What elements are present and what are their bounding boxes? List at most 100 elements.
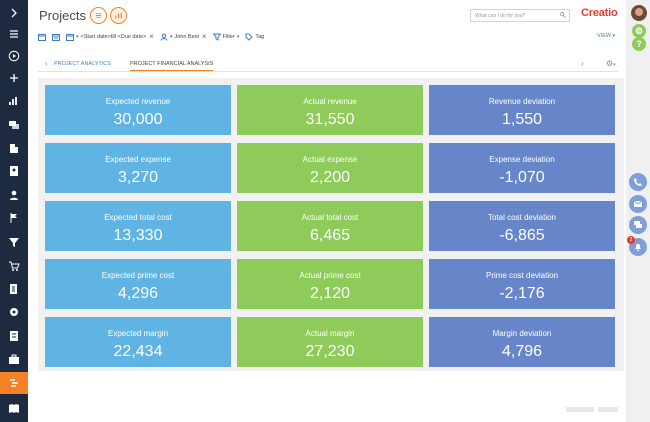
metric-tile[interactable]: Expected revenue 30,000 <box>45 85 231 135</box>
filter-bar: ▾ <Start date>till <Due date> × ▾ John B… <box>38 31 270 43</box>
flag-icon[interactable] <box>0 207 28 229</box>
feed-icon[interactable] <box>0 114 28 136</box>
footer-placeholder-a <box>566 407 594 412</box>
metric-value: 22,434 <box>113 343 163 360</box>
metric-tile[interactable]: Expected margin 22,434 <box>45 317 231 367</box>
view-chevron-icon: ▾ <box>612 33 616 39</box>
metric-label: Expense deviation <box>489 155 555 164</box>
play-icon[interactable] <box>0 45 28 67</box>
tab-project-financial-analysis[interactable]: PROJECT FINANCIAL ANALYSIS <box>130 61 214 71</box>
metric-label: Expected prime cost <box>101 271 175 280</box>
clear-owner-filter-icon[interactable]: × <box>201 32 207 41</box>
projects-icon[interactable] <box>0 372 28 394</box>
contacts-book-icon[interactable] <box>0 160 28 182</box>
knowledge-base-icon[interactable] <box>0 397 28 419</box>
metric-value: -2,176 <box>499 285 545 302</box>
expand-menu-icon[interactable] <box>0 2 28 24</box>
metric-tile[interactable]: Actual revenue 31,550 <box>237 85 423 135</box>
accounts-icon[interactable] <box>0 137 28 159</box>
tag-button[interactable]: Tag <box>245 33 264 41</box>
metric-tile[interactable]: Expected expense 3,270 <box>45 143 231 193</box>
metric-value: 3,270 <box>117 169 159 186</box>
command-line-input[interactable]: What can I do for you? <box>470 9 570 22</box>
email-button[interactable] <box>629 195 647 213</box>
left-sidebar <box>0 0 28 422</box>
metric-value: 4,296 <box>117 285 159 302</box>
contacts-icon[interactable] <box>0 184 28 206</box>
filter-label: Filter <box>222 34 235 40</box>
list-icon <box>95 13 102 18</box>
tabs-scroll-right-icon[interactable]: › <box>581 59 584 68</box>
metric-value: 31,550 <box>305 111 355 128</box>
phone-icon <box>634 178 642 186</box>
metric-label: Actual total cost <box>301 213 359 222</box>
tag-label: Tag <box>255 34 265 40</box>
list-view-button[interactable] <box>90 7 107 24</box>
metric-label: Prime cost deviation <box>485 271 559 280</box>
email-icon <box>633 200 643 207</box>
footer-placeholder-b <box>598 407 618 412</box>
metric-label: Margin deviation <box>492 329 552 338</box>
cart-icon[interactable] <box>0 255 28 277</box>
metric-label: Expected margin <box>107 329 169 338</box>
dashboard-settings-icon[interactable]: ⚙▾ <box>606 59 616 68</box>
date-period-filter[interactable]: ▾ <Start date>till <Due date> × <box>66 33 154 41</box>
metric-tile[interactable]: Prime cost deviation -2,176 <box>429 259 615 309</box>
analytics-view-button[interactable] <box>110 7 127 24</box>
owner-filter[interactable]: ▾ John Best × <box>160 33 207 41</box>
analytics-icon[interactable] <box>0 90 28 112</box>
metric-value: 2,200 <box>309 169 351 186</box>
chat-icon <box>634 221 642 228</box>
metric-label: Expected total cost <box>104 213 172 222</box>
metric-label: Actual revenue <box>303 97 357 106</box>
metric-tile[interactable]: Expected prime cost 4,296 <box>45 259 231 309</box>
calendar-week-button[interactable] <box>52 33 60 41</box>
calendar-icon <box>38 34 46 41</box>
metric-label: Total cost deviation <box>487 213 557 222</box>
search-icon <box>560 12 566 18</box>
phone-button[interactable] <box>629 173 647 191</box>
menu-icon[interactable] <box>0 23 28 45</box>
metric-value: 13,330 <box>113 227 163 244</box>
clear-date-filter-icon[interactable]: × <box>149 32 154 41</box>
view-button[interactable]: VIEW ▾ <box>597 33 615 39</box>
metric-value: -6,865 <box>499 227 545 244</box>
owner-chevron-icon: ▾ <box>169 34 173 40</box>
calendar-day-button[interactable] <box>38 33 46 41</box>
help-icon[interactable]: ? <box>632 37 646 51</box>
tab-project-analytics[interactable]: PROJECT ANALYTICS <box>54 61 111 67</box>
metric-tile[interactable]: Revenue deviation 1,550 <box>429 85 615 135</box>
metric-value: 4,796 <box>501 343 543 360</box>
invoice-icon[interactable] <box>0 325 28 347</box>
metric-tile[interactable]: Actual total cost 6,465 <box>237 201 423 251</box>
metric-tile[interactable]: Expense deviation -1,070 <box>429 143 615 193</box>
command-line-placeholder: What can I do for you? <box>475 13 526 19</box>
metric-value: -1,070 <box>499 169 545 186</box>
funnel-icon[interactable] <box>0 231 28 253</box>
user-icon <box>160 33 168 41</box>
metric-label: Expected revenue <box>105 97 171 106</box>
metric-tile[interactable]: Margin deviation 4,796 <box>429 317 615 367</box>
system-designer-gear-icon[interactable]: ⚙ <box>632 24 646 38</box>
page-title: Projects <box>39 8 86 23</box>
tag-icon <box>245 33 254 41</box>
settings-gear-icon[interactable] <box>0 301 28 323</box>
page-footer <box>38 371 624 422</box>
filter-icon <box>212 33 221 41</box>
metric-value: 30,000 <box>113 111 163 128</box>
filter-button[interactable]: Filter ▾ <box>212 33 239 41</box>
briefcase-icon[interactable] <box>0 348 28 370</box>
user-avatar[interactable] <box>631 5 647 21</box>
chat-button[interactable] <box>629 216 647 234</box>
documents-icon[interactable] <box>0 278 28 300</box>
metric-label: Actual prime cost <box>299 271 361 280</box>
metric-tile[interactable]: Total cost deviation -6,865 <box>429 201 615 251</box>
metric-tile[interactable]: Actual prime cost 2,120 <box>237 259 423 309</box>
metric-label: Revenue deviation <box>488 97 556 106</box>
tabs-scroll-left-icon[interactable]: ‹ <box>45 59 48 68</box>
metric-tile[interactable]: Expected total cost 13,330 <box>45 201 231 251</box>
owner-filter-value: John Best <box>174 34 199 40</box>
metric-tile[interactable]: Actual margin 27,230 <box>237 317 423 367</box>
add-icon[interactable] <box>0 67 28 89</box>
metric-tile[interactable]: Actual expense 2,200 <box>237 143 423 193</box>
